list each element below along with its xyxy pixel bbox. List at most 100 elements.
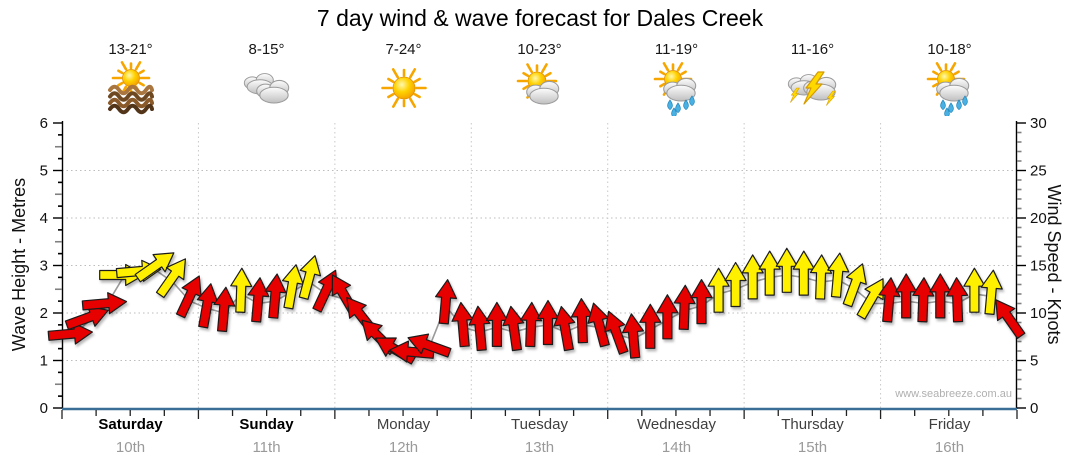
gridlines [62,123,1017,408]
weather-icon-cloudy [198,60,335,118]
left-axis-tick-label: 6 [40,115,48,132]
day-date: 10th [115,439,146,456]
weather-icon-thunderstorm [744,60,881,118]
thunderstorm-icon [787,71,836,106]
left-axis-tick-label: 3 [40,258,48,275]
day-date: 14th [661,439,692,456]
wind-arrow [587,302,610,348]
right-axis-tick-label: 30 [1030,115,1047,132]
weather-icon-partly-cloudy [471,60,608,118]
day-name: Tuesday [511,416,568,433]
temperature-range: 13-21° [108,41,153,58]
temperature-range: 11-16° [790,41,835,58]
sun-cloud-rain-icon [926,62,969,116]
wind-arrow [827,252,850,298]
cloudy-icon [243,73,289,104]
wind-arrow [963,267,986,313]
weather-icon-sun-cloud-rain [608,60,745,118]
wind-arrow [707,267,730,313]
wind-arrow [570,298,594,344]
right-axis-tick-label: 0 [1030,400,1038,417]
wind-arrow [502,305,525,352]
wind-arrow [264,273,287,319]
day-date: 13th [524,439,555,456]
watermark: www.seabreeze.com.au [895,388,1012,400]
wind-arrows [47,247,1026,365]
temperature-range: 10-23° [517,41,562,58]
wind-arrow [298,255,322,300]
chart-title: 7 day wind & wave forecast for Dales Cre… [316,5,764,31]
wind-arrow [451,301,474,348]
day-name: Monday [376,416,431,433]
wind-arrow [553,305,576,352]
weather-icon-sunny [335,60,472,118]
day-date: 15th [797,439,828,456]
right-axis-tick-label: 10 [1030,305,1047,322]
axes [61,121,1018,411]
wind-arrow [912,277,935,323]
wind-arrow [434,279,458,325]
wind-arrow [536,299,560,346]
wind-arrow [213,286,236,333]
day-date: 12th [388,439,419,456]
right-axis-tick-label: 15 [1030,258,1047,275]
sun-cloud-rain-icon [653,62,696,116]
wind-arrow [230,267,253,313]
wind-arrow [809,254,833,300]
wind-arrow [980,269,1003,316]
left-axis-tick-label: 4 [40,210,48,227]
wind-arrow [639,303,662,349]
temperature-range: 11-19° [654,41,699,58]
right-axis-tick-label: 5 [1030,353,1038,370]
axis-ticks [53,122,1026,419]
day-name: Sunday [239,416,294,433]
day-name: Thursday [781,416,844,433]
weather-icon-sun-over-water [62,60,199,118]
sunny-icon [380,68,427,108]
wind-arrow [690,279,713,325]
temperature-range: 8-15° [248,41,285,58]
wind-arrow [724,261,747,308]
wind-arrow [281,264,304,310]
right-axis-tick-label: 25 [1030,163,1047,180]
day-date: 11th [252,439,281,456]
left-axis-title: Wave Height - Metres [9,177,29,352]
wind-arrow [485,301,508,347]
wind-arrow [656,294,679,340]
wind-arrow [842,263,867,308]
day-date: 16th [934,439,965,456]
day-name: Saturday [98,416,163,433]
left-axis-tick-label: 5 [40,163,48,180]
wind-arrow [175,275,202,319]
wind-arrow [946,277,969,323]
wind-arrow [407,333,452,358]
day-name: Wednesday [637,416,716,433]
left-axis-tick-label: 0 [40,400,48,417]
temperature-range: 10-18° [927,41,972,58]
wind-arrow [247,277,270,323]
wind-arrow [468,305,491,352]
left-axis-tick-label: 2 [40,305,48,322]
wind-arrow [792,250,815,296]
wind-arrow [673,284,696,331]
wind-arrow [604,310,629,355]
wind-arrow [995,299,1026,340]
wind-arrow [895,273,918,319]
left-axis-tick-label: 1 [40,353,48,370]
wind-arrow [81,292,128,315]
sun-over-water-icon [107,61,154,115]
weather-icon-sun-cloud-rain [881,60,1018,118]
partly-cloudy-icon [516,63,559,105]
wind-arrow [878,277,901,323]
right-axis-title: Wind Speed - Knots [1044,184,1064,345]
wind-arrow [758,250,781,296]
wind-arrow [621,313,645,359]
wind-arrow [775,247,798,293]
wind-arrow [134,252,175,283]
wind-arrow [929,273,952,319]
wind-arrow [64,305,109,331]
axis-tick-labels: 0 1 2 3 4 5 6 0 5 10 15 20 25 30 [40,115,1047,417]
right-axis-tick-label: 20 [1030,210,1047,227]
